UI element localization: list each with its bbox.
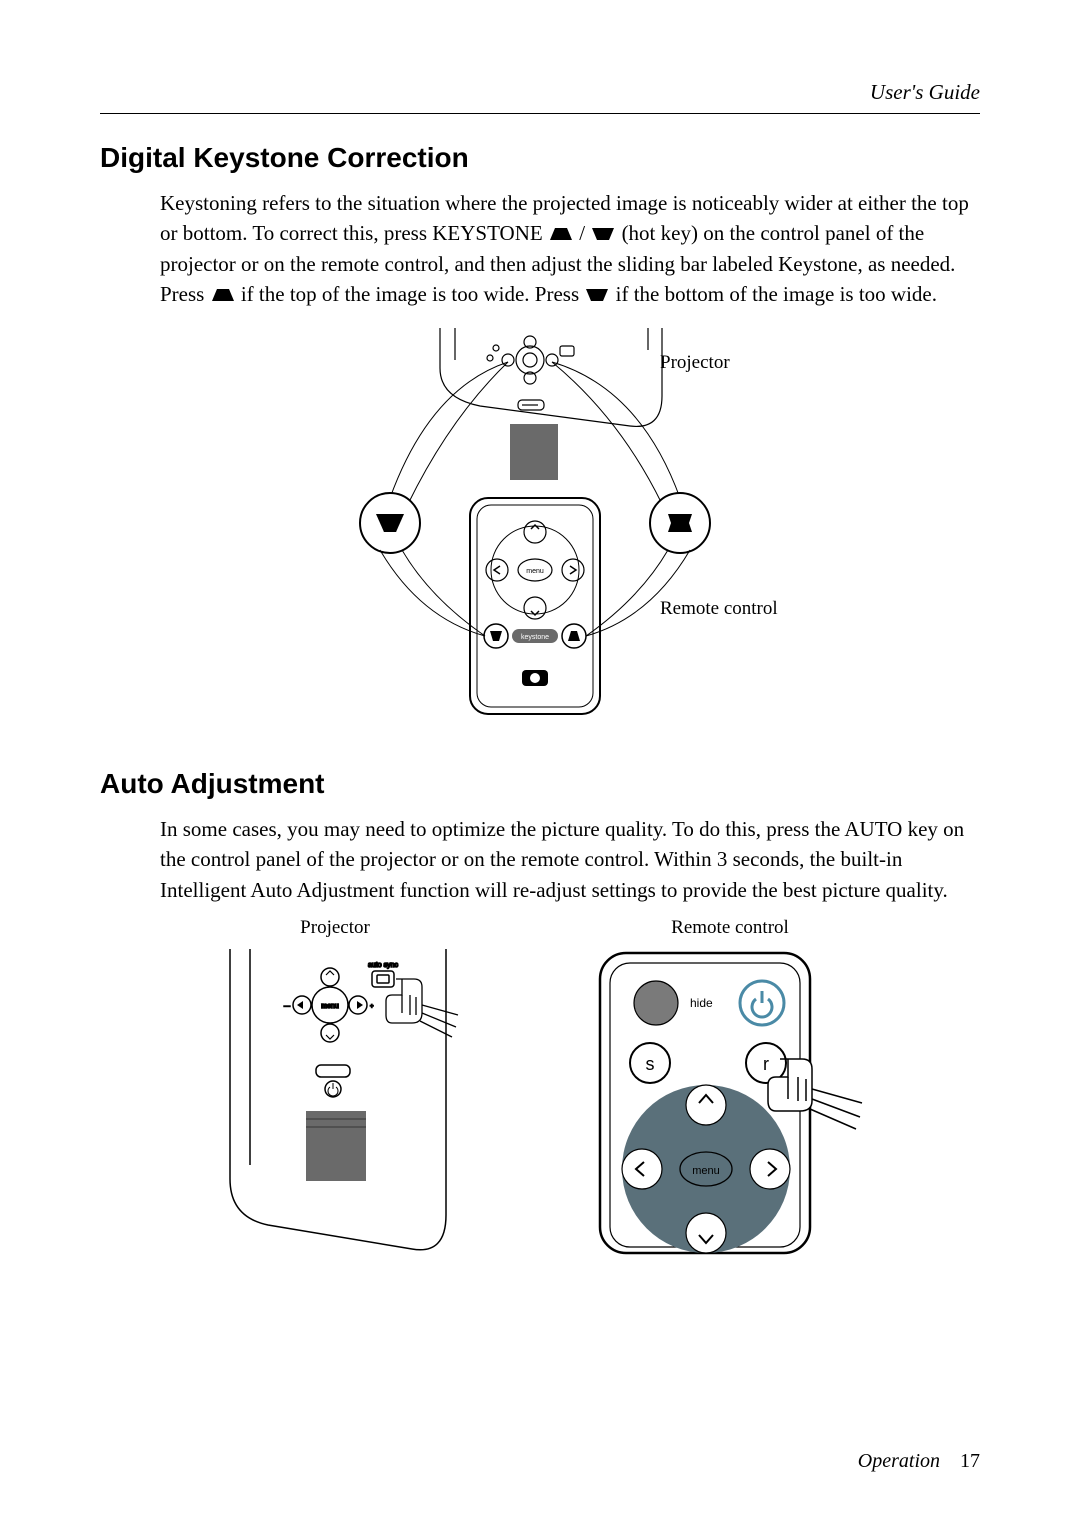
trapezoid-up-icon	[210, 287, 236, 303]
fig2-remote-svg: hide s r	[580, 949, 880, 1259]
footer-section: Operation	[858, 1450, 940, 1472]
fig1-projector-label: Projector	[660, 352, 730, 374]
s-label: s	[646, 1054, 655, 1074]
keystone-figure: menu keystone	[260, 328, 820, 728]
footer: Operation 17	[858, 1450, 980, 1473]
fig2-projector-svg: menu — + auto sync	[200, 949, 470, 1259]
keystone-paragraph: Keystoning refers to the situation where…	[160, 188, 980, 310]
text-frag: if the bottom of the image is too wide.	[616, 282, 937, 306]
auto-body: In some cases, you may need to optimize …	[100, 814, 980, 905]
page: User's Guide Digital Keystone Correction…	[0, 0, 1080, 1529]
remote-keystone-label: keystone	[521, 634, 549, 641]
fig2-projector-col: Projector menu	[200, 917, 470, 1259]
header-guide-label: User's Guide	[100, 80, 980, 105]
svg-text:menu: menu	[321, 1003, 339, 1010]
heading-auto-adjustment: Auto Adjustment	[100, 768, 980, 800]
trapezoid-down-icon	[590, 226, 616, 242]
trapezoid-up-icon	[548, 226, 574, 242]
auto-paragraph: In some cases, you may need to optimize …	[160, 814, 980, 905]
keystone-body: Keystoning refers to the situation where…	[100, 188, 980, 310]
menu-label: menu	[692, 1165, 720, 1177]
keystone-figure-svg: menu keystone	[330, 328, 750, 728]
remote-menu-label: menu	[526, 568, 544, 575]
auto-figure-row: Projector menu	[100, 917, 980, 1259]
r-label: r	[763, 1054, 769, 1074]
hide-label: hide	[690, 996, 713, 1010]
fig2-remote-col: Remote control hide s r	[580, 917, 880, 1259]
text-frag: if the top of the image is too wide. Pre…	[241, 282, 585, 306]
footer-page: 17	[960, 1450, 980, 1472]
fig2-projector-label: Projector	[300, 917, 370, 939]
header-rule	[100, 113, 980, 114]
fig1-remote-label: Remote control	[660, 598, 778, 620]
svg-text:—: —	[284, 1004, 290, 1010]
text-frag: /	[579, 221, 590, 245]
trapezoid-down-icon	[584, 287, 610, 303]
heading-keystone: Digital Keystone Correction	[100, 142, 980, 174]
svg-text:+: +	[370, 1004, 374, 1010]
autosync-label: auto sync	[368, 962, 398, 969]
fig2-remote-label: Remote control	[671, 917, 789, 939]
